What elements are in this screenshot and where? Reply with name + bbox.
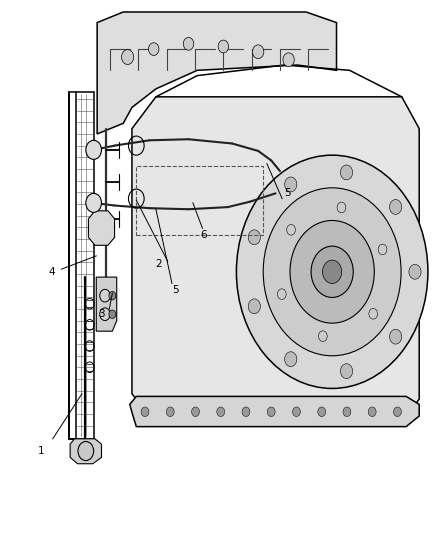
Polygon shape xyxy=(96,277,117,331)
Polygon shape xyxy=(97,12,336,134)
Text: 4: 4 xyxy=(48,267,55,277)
Circle shape xyxy=(340,364,353,378)
Circle shape xyxy=(248,230,261,245)
Polygon shape xyxy=(70,439,102,464)
Circle shape xyxy=(218,40,229,53)
Circle shape xyxy=(86,193,102,213)
Text: 5: 5 xyxy=(284,188,291,198)
Circle shape xyxy=(389,329,402,344)
Circle shape xyxy=(290,221,374,323)
Circle shape xyxy=(242,407,250,417)
Circle shape xyxy=(369,309,378,319)
Circle shape xyxy=(191,407,199,417)
Circle shape xyxy=(293,407,300,417)
Polygon shape xyxy=(130,397,419,426)
Circle shape xyxy=(184,37,194,50)
Circle shape xyxy=(378,244,387,255)
Circle shape xyxy=(78,441,94,461)
Circle shape xyxy=(109,292,116,300)
Polygon shape xyxy=(88,211,115,245)
Circle shape xyxy=(337,202,346,213)
Circle shape xyxy=(285,177,297,192)
Text: 2: 2 xyxy=(155,259,161,269)
Circle shape xyxy=(86,140,102,159)
Circle shape xyxy=(237,155,428,389)
Circle shape xyxy=(283,53,294,67)
Circle shape xyxy=(343,407,351,417)
Polygon shape xyxy=(132,97,419,423)
Circle shape xyxy=(141,407,149,417)
Circle shape xyxy=(277,289,286,300)
Circle shape xyxy=(253,45,264,59)
Circle shape xyxy=(318,331,327,342)
Circle shape xyxy=(287,224,296,235)
Circle shape xyxy=(263,188,401,356)
Circle shape xyxy=(248,299,261,314)
Text: 6: 6 xyxy=(201,230,207,240)
Circle shape xyxy=(109,310,116,318)
Circle shape xyxy=(393,407,401,417)
Circle shape xyxy=(340,165,353,180)
Circle shape xyxy=(217,407,225,417)
Circle shape xyxy=(121,50,134,64)
Circle shape xyxy=(311,246,353,297)
Circle shape xyxy=(318,407,325,417)
Circle shape xyxy=(322,260,342,284)
Circle shape xyxy=(166,407,174,417)
Text: 5: 5 xyxy=(172,285,179,295)
Circle shape xyxy=(409,264,421,279)
Circle shape xyxy=(285,352,297,367)
Text: 3: 3 xyxy=(98,309,105,319)
Circle shape xyxy=(368,407,376,417)
Circle shape xyxy=(389,199,402,214)
Circle shape xyxy=(267,407,275,417)
Text: 1: 1 xyxy=(38,446,45,456)
Circle shape xyxy=(148,43,159,55)
